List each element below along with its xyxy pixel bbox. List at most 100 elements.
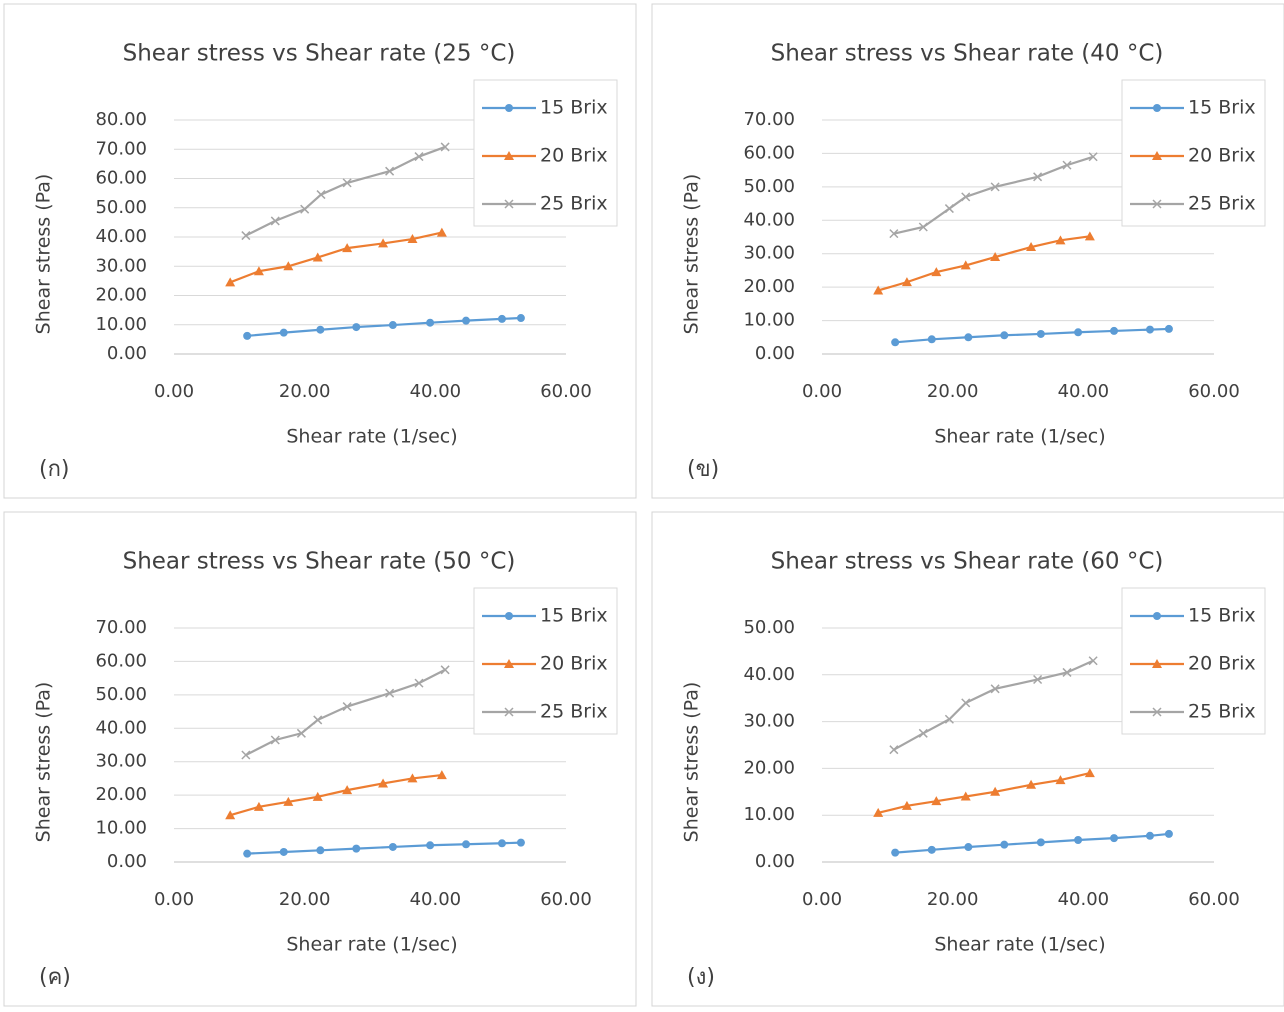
x-tick-label: 20.00 <box>927 889 979 910</box>
point <box>517 839 525 847</box>
legend-label: 15 Brix <box>540 605 608 627</box>
x-tick-label: 0.00 <box>154 889 194 910</box>
x-tick-label: 40.00 <box>410 889 462 910</box>
legend-marker <box>505 612 513 620</box>
x-tick-label: 60.00 <box>540 889 592 910</box>
point <box>1074 836 1082 844</box>
y-tick-label: 30.00 <box>95 255 147 276</box>
legend-marker <box>1153 104 1161 112</box>
chart-panel: Shear stress vs Shear rate (60 °C) 0.00 10… <box>652 512 1284 1006</box>
y-tick-label: 30.00 <box>95 751 147 772</box>
panel-label: (ข) <box>687 457 719 482</box>
x-axis-label: Shear rate (1/sec) <box>286 426 457 448</box>
y-axis-label: Shear stress (Pa) <box>681 174 703 335</box>
x-axis-label: Shear rate (1/sec) <box>934 934 1105 956</box>
y-tick-label: 20.00 <box>95 285 147 306</box>
x-axis-label: Shear rate (1/sec) <box>286 934 457 956</box>
point <box>389 843 397 851</box>
point <box>462 317 470 325</box>
legend-label: 25 Brix <box>540 193 608 215</box>
y-tick-label: 10.00 <box>743 804 795 825</box>
x-tick-label: 60.00 <box>540 381 592 402</box>
y-tick-label: 50.00 <box>95 684 147 705</box>
legend-marker <box>505 104 513 112</box>
panel-border <box>4 4 636 498</box>
point <box>352 323 360 331</box>
legend-label: 20 Brix <box>540 653 608 675</box>
x-tick-label: 20.00 <box>927 381 979 402</box>
point <box>498 839 506 847</box>
y-tick-label: 0.00 <box>107 343 147 364</box>
point <box>1146 832 1154 840</box>
legend-label: 15 Brix <box>1188 605 1256 627</box>
point <box>891 849 899 857</box>
y-tick-label: 30.00 <box>743 711 795 732</box>
y-tick-label: 10.00 <box>95 818 147 839</box>
y-tick-label: 40.00 <box>743 209 795 230</box>
point <box>517 314 525 322</box>
point <box>1000 331 1008 339</box>
point <box>316 326 324 334</box>
chart-panel: Shear stress vs Shear rate (25 °C)0.0010… <box>4 4 636 498</box>
x-tick-label: 40.00 <box>1058 889 1110 910</box>
y-tick-label: 50.00 <box>95 197 147 218</box>
point <box>462 840 470 848</box>
x-tick-label: 0.00 <box>154 381 194 402</box>
chart-title: Shear stress vs Shear rate (40 °C) <box>771 41 1164 67</box>
y-tick-label: 50.00 <box>743 176 795 197</box>
y-tick-label: 80.00 <box>95 109 147 130</box>
page: {"chart_data": [ {"type": "line", "title… <box>0 0 1284 1008</box>
x-tick-label: 60.00 <box>1188 889 1240 910</box>
chart-title: Shear stress vs Shear rate (50 °C) <box>123 549 516 575</box>
y-tick-label: 40.00 <box>743 664 795 685</box>
y-tick-label: 50.00 <box>743 617 795 638</box>
panel-label: (ง) <box>687 965 715 990</box>
panel-label: (ค) <box>39 965 71 990</box>
y-axis-label: Shear stress (Pa) <box>33 174 55 335</box>
point <box>280 329 288 337</box>
y-tick-label: 60.00 <box>95 168 147 189</box>
point <box>243 332 251 340</box>
y-tick-label: 10.00 <box>743 310 795 331</box>
x-tick-label: 40.00 <box>1058 381 1110 402</box>
point <box>891 338 899 346</box>
legend-label: 20 Brix <box>540 145 608 167</box>
point <box>928 846 936 854</box>
point <box>243 850 251 858</box>
legend-label: 25 Brix <box>1188 701 1256 723</box>
y-tick-label: 70.00 <box>743 109 795 130</box>
y-tick-label: 0.00 <box>755 851 795 872</box>
x-tick-label: 60.00 <box>1188 381 1240 402</box>
point <box>426 319 434 327</box>
chart-panel: Shear stress vs Shear rate (40 °C) 0.00 10… <box>652 4 1284 498</box>
y-axis-label: Shear stress (Pa) <box>33 682 55 843</box>
point <box>964 843 972 851</box>
y-tick-label: 20.00 <box>743 276 795 297</box>
legend-label: 25 Brix <box>540 701 608 723</box>
point <box>352 845 360 853</box>
panel-label: (ก) <box>39 457 70 482</box>
y-tick-label: 20.00 <box>743 757 795 778</box>
x-tick-label: 40.00 <box>410 381 462 402</box>
legend-marker <box>1153 612 1161 620</box>
y-tick-label: 10.00 <box>95 314 147 335</box>
point <box>1074 328 1082 336</box>
y-axis-label: Shear stress (Pa) <box>681 682 703 843</box>
y-tick-label: 40.00 <box>95 717 147 738</box>
chart-title: Shear stress vs Shear rate (60 °C) <box>771 549 1164 575</box>
point <box>1146 326 1154 334</box>
x-tick-label: 20.00 <box>279 381 331 402</box>
point <box>964 333 972 341</box>
chart-panel: Shear stress vs Shear rate (50 °C) 0.00 10… <box>4 512 636 1006</box>
point <box>426 841 434 849</box>
y-tick-label: 70.00 <box>95 138 147 159</box>
x-tick-label: 0.00 <box>802 381 842 402</box>
y-tick-label: 70.00 <box>95 617 147 638</box>
point <box>928 335 936 343</box>
figure: Shear stress vs Shear rate (25 °C)0.0010… <box>0 0 1284 1008</box>
point <box>1110 327 1118 335</box>
point <box>498 315 506 323</box>
point <box>1037 330 1045 338</box>
y-tick-label: 60.00 <box>743 142 795 163</box>
point <box>316 846 324 854</box>
